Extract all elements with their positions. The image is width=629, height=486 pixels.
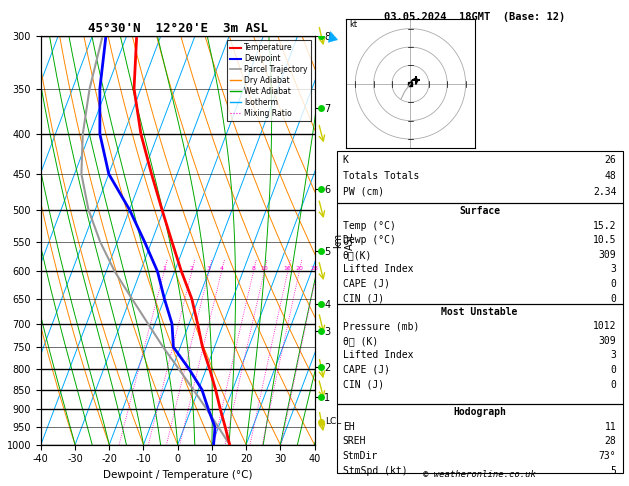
Text: CAPE (J): CAPE (J)	[343, 279, 390, 289]
Text: CIN (J): CIN (J)	[343, 294, 384, 304]
Text: 48: 48	[604, 171, 616, 181]
Text: Temp (°C): Temp (°C)	[343, 221, 396, 231]
Text: 1012: 1012	[593, 321, 616, 331]
Text: PW (cm): PW (cm)	[343, 187, 384, 197]
Text: EH: EH	[343, 422, 355, 432]
Text: 16: 16	[284, 266, 291, 272]
Text: 0: 0	[611, 380, 616, 390]
Text: 8: 8	[252, 266, 255, 272]
Text: Dewp (°C): Dewp (°C)	[343, 235, 396, 245]
Text: StmDir: StmDir	[343, 451, 378, 461]
Text: 10: 10	[260, 266, 268, 272]
Text: 3: 3	[207, 266, 211, 272]
Text: θᴇ (K): θᴇ (K)	[343, 336, 378, 346]
X-axis label: Dewpoint / Temperature (°C): Dewpoint / Temperature (°C)	[103, 470, 252, 480]
Text: 5: 5	[611, 466, 616, 476]
Text: kt: kt	[350, 20, 358, 29]
Text: 3: 3	[611, 264, 616, 275]
Text: 73°: 73°	[599, 451, 616, 461]
Text: 0: 0	[611, 279, 616, 289]
Y-axis label: km
ASL: km ASL	[333, 231, 355, 250]
Text: 20: 20	[295, 266, 303, 272]
Text: Lifted Index: Lifted Index	[343, 350, 413, 361]
Text: 10.5: 10.5	[593, 235, 616, 245]
Text: ▲: ▲	[325, 27, 338, 43]
Text: 2.34: 2.34	[593, 187, 616, 197]
Text: Surface: Surface	[459, 206, 500, 216]
Text: 4: 4	[220, 266, 223, 272]
Text: 26: 26	[604, 155, 616, 165]
Text: 03.05.2024  18GMT  (Base: 12): 03.05.2024 18GMT (Base: 12)	[384, 12, 565, 22]
Text: 0: 0	[611, 294, 616, 304]
Text: 3: 3	[611, 350, 616, 361]
Text: 2: 2	[190, 266, 194, 272]
Text: CIN (J): CIN (J)	[343, 380, 384, 390]
Text: 15.2: 15.2	[593, 221, 616, 231]
Text: Totals Totals: Totals Totals	[343, 171, 419, 181]
Text: 1: 1	[162, 266, 166, 272]
Text: SREH: SREH	[343, 436, 366, 447]
Title: 45°30'N  12°20'E  3m ASL: 45°30'N 12°20'E 3m ASL	[87, 22, 268, 35]
Text: θᴇ(K): θᴇ(K)	[343, 250, 372, 260]
Text: 309: 309	[599, 336, 616, 346]
Text: 11: 11	[604, 422, 616, 432]
Text: 309: 309	[599, 250, 616, 260]
Legend: Temperature, Dewpoint, Parcel Trajectory, Dry Adiabat, Wet Adiabat, Isotherm, Mi: Temperature, Dewpoint, Parcel Trajectory…	[226, 40, 311, 121]
Text: LCL: LCL	[326, 417, 342, 426]
Text: StmSpd (kt): StmSpd (kt)	[343, 466, 408, 476]
Text: Hodograph: Hodograph	[453, 407, 506, 417]
Text: Lifted Index: Lifted Index	[343, 264, 413, 275]
Text: 0: 0	[611, 365, 616, 375]
Text: CAPE (J): CAPE (J)	[343, 365, 390, 375]
Text: 28: 28	[310, 266, 318, 272]
Text: Pressure (mb): Pressure (mb)	[343, 321, 419, 331]
Text: Most Unstable: Most Unstable	[442, 307, 518, 317]
Text: © weatheronline.co.uk: © weatheronline.co.uk	[423, 469, 536, 479]
Text: 28: 28	[604, 436, 616, 447]
Y-axis label: hPa: hPa	[0, 230, 1, 251]
Text: K: K	[343, 155, 348, 165]
